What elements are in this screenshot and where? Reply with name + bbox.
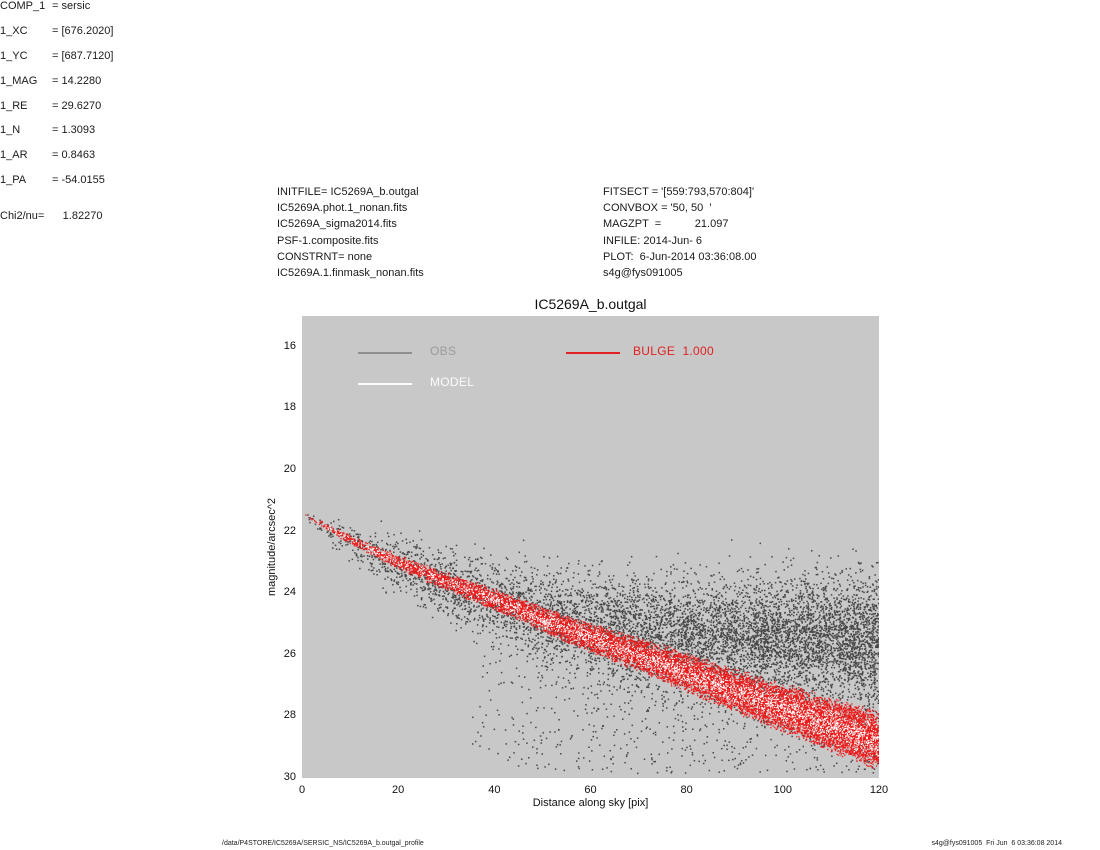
param-name: 1_N xyxy=(0,124,21,137)
y-tick-label: 22 xyxy=(283,524,296,537)
y-tick-label: 18 xyxy=(283,401,296,414)
param-value: = -54.0155 xyxy=(52,174,105,187)
header-line: IC5269A_sigma2014.fits xyxy=(277,218,397,231)
param-name: COMP_1 xyxy=(0,0,46,12)
param-value: = 14.2280 xyxy=(52,74,102,87)
header-line: IC5269A.phot.1_nonan.fits xyxy=(277,202,408,215)
fit-parameter-row: 1_XC = [676.2020] xyxy=(0,25,1100,50)
legend-model-line-sample xyxy=(358,383,412,385)
legend-model-label: MODEL xyxy=(430,375,475,389)
header-line: INITFILE= IC5269A_b.outgal xyxy=(277,186,419,198)
param-name: 1_PA xyxy=(0,174,27,187)
y-tick-label: 20 xyxy=(283,463,296,475)
y-tick-label: 16 xyxy=(283,339,296,352)
legend-bulge-label: BULGE 1.000 xyxy=(633,344,714,358)
y-tick-label: 28 xyxy=(283,709,296,722)
header-line: MAGZPT = 21.097 xyxy=(603,218,729,231)
fit-settings-block: FITSECT = '[559:793,570:804]' CONVBOX = … xyxy=(603,184,757,281)
x-tick-label: 80 xyxy=(680,784,693,796)
header-line: CONVBOX = '50, 50 ' xyxy=(603,202,712,215)
x-tick-label: 60 xyxy=(584,784,597,796)
legend-bulge-line-sample xyxy=(566,352,620,354)
fit-parameter-row: 1_PA = -54.0155 xyxy=(0,174,1100,199)
param-value: = 1.3093 xyxy=(52,124,96,137)
param-name: 1_RE xyxy=(0,99,28,112)
footer-user-timestamp: s4g@fys091005 Fri Jun 6 03:36:08 2014 xyxy=(931,840,1062,847)
param-value: = 29.6270 xyxy=(52,99,102,112)
fit-parameter-row: 1_AR = 0.8463 xyxy=(0,149,1100,174)
param-value: = [687.7120] xyxy=(52,49,114,62)
fit-parameter-row: 1_RE = 29.6270 xyxy=(0,100,1100,125)
header-line: INFILE: 2014-Jun- 6 xyxy=(603,234,703,247)
chi2-value: Chi2/nu= 1.82270 xyxy=(0,210,103,223)
input-files-block: INITFILE= IC5269A_b.outgal IC5269A.phot.… xyxy=(277,184,424,281)
header-line: IC5269A.1.finmask_nonan.fits xyxy=(277,267,424,280)
fit-parameter-row: 1_MAG = 14.2280 xyxy=(0,75,1100,100)
legend-obs-line-sample xyxy=(358,352,412,354)
plot-title: IC5269A_b.outgal xyxy=(534,296,647,312)
legend-obs-label: OBS xyxy=(430,344,457,358)
header-line: s4g@fys091005 xyxy=(603,267,683,280)
header-line: FITSECT = '[559:793,570:804]' xyxy=(603,186,755,198)
x-tick-label: 0 xyxy=(298,784,306,796)
x-tick-label: 20 xyxy=(392,784,405,796)
y-axis-title: magnitude/arcsec^2 xyxy=(266,497,278,597)
fit-parameters-block: COMP_1 = sersic 1_XC = [676.2020] 1_YC =… xyxy=(0,0,1100,222)
y-tick-label: 24 xyxy=(283,586,296,599)
header-line: PLOT: 6-Jun-2014 03:36:08.00 xyxy=(603,250,757,263)
x-tick-label: 40 xyxy=(488,784,501,796)
header-line: PSF-1.composite.fits xyxy=(277,234,379,247)
x-tick-label: 100 xyxy=(773,784,792,796)
param-value: = 0.8463 xyxy=(52,149,96,162)
y-tick-label: 30 xyxy=(283,771,296,783)
param-name: 1_XC xyxy=(0,24,28,37)
x-axis-title: Distance along sky [pix] xyxy=(532,797,649,809)
param-name: 1_YC xyxy=(0,49,28,62)
x-tick-label: 120 xyxy=(869,784,889,796)
footer-file-path: /data/P4STORE/IC5269A/SERSIC_NS/IC5269A_… xyxy=(222,840,424,847)
param-name: 1_MAG xyxy=(0,74,38,87)
param-name: 1_AR xyxy=(0,149,28,162)
scatter-plot-canvas xyxy=(302,316,879,778)
fit-parameter-row: 1_YC = [687.7120] xyxy=(0,50,1100,75)
param-value: = sersic xyxy=(52,0,91,12)
y-tick-label: 26 xyxy=(283,647,296,660)
header-line: CONSTRNT= none xyxy=(277,250,373,263)
fit-parameter-row: COMP_1 = sersic xyxy=(0,0,1100,25)
fit-parameter-row: 1_N = 1.3093 xyxy=(0,124,1100,149)
param-value: = [676.2020] xyxy=(52,24,114,37)
